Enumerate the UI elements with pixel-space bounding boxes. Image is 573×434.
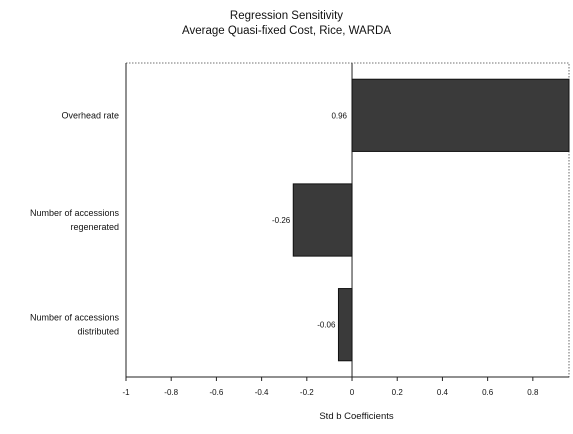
- chart-title: Regression Sensitivity: [229, 10, 344, 22]
- x-tick-label: 0.8: [527, 388, 539, 397]
- data-label: 0.96: [331, 111, 347, 120]
- x-tick-label: 0.2: [392, 388, 404, 397]
- x-tick-label: -0.8: [164, 388, 178, 397]
- data-labels: 0.96 -0.26 -0.06: [272, 111, 348, 329]
- bar: [337, 288, 353, 362]
- x-tick-label: 0.6: [482, 388, 494, 397]
- category-label: Overhead rate: [61, 110, 119, 120]
- category-label: Number of accessions distributed: [30, 313, 120, 337]
- bars: [292, 78, 570, 362]
- x-tick-label: 0.4: [437, 388, 449, 397]
- category-label: Number of accessions regenerated: [30, 208, 120, 232]
- x-tick-label: -0.4: [255, 388, 269, 397]
- x-tick-label: -0.2: [300, 388, 314, 397]
- x-tick-label: -0.6: [210, 388, 224, 397]
- x-tick-label: 0: [350, 388, 355, 397]
- chart-subtitle: Average Quasi-fixed Cost, Rice, WARDA: [182, 25, 391, 37]
- x-axis-title: Std b Coefficients: [319, 411, 394, 422]
- category-labels: Overhead rate Number of accessions regener…: [30, 110, 120, 336]
- x-tick-label: -1: [122, 388, 130, 397]
- bar: [351, 78, 570, 152]
- data-label: -0.26: [272, 216, 291, 225]
- bar: [292, 183, 353, 257]
- x-axis: -1 -0.8 -0.6 -0.4 -0.2 0 0.2 0.4 0.6 0.8: [122, 377, 539, 397]
- data-label: -0.06: [317, 321, 336, 330]
